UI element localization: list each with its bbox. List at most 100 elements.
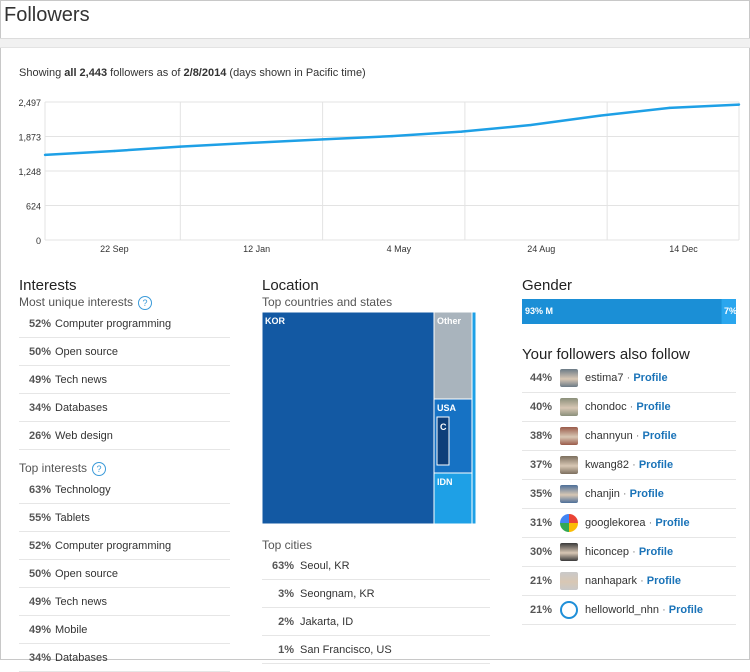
item-label: Open source (55, 346, 118, 358)
person-photo-icon[interactable] (560, 543, 578, 561)
separator-dot: · (629, 401, 634, 413)
treemap-label-kor: KOR (265, 316, 286, 326)
help-icon[interactable]: ? (138, 295, 153, 310)
profile-link[interactable]: Profile (633, 372, 668, 384)
follow-username[interactable]: nanhapark (585, 575, 637, 587)
treemap-label-usa: USA (437, 403, 457, 413)
header-strip (0, 39, 750, 48)
person-photo-icon[interactable] (560, 572, 578, 590)
followers-summary: Showing all 2,443 followers as of 2/8/20… (19, 67, 366, 79)
treemap-cell-rest[interactable] (471, 312, 476, 524)
countries-treemap: KOR Other USA C IDN (262, 312, 476, 524)
follow-name-row: nanhapark · Profile (585, 575, 681, 587)
item-label: San Francisco, US (300, 644, 392, 656)
person-photo-icon[interactable] (560, 427, 578, 445)
help-icon[interactable]: ? (92, 461, 107, 476)
profile-link[interactable]: Profile (642, 430, 677, 442)
summary-prefix: Showing (19, 67, 65, 79)
follow-name-row: helloworld_nhn · Profile (585, 604, 703, 616)
follow-item: 21% nanhapark · Profile (522, 567, 736, 596)
summary-date: 2/8/2014 (183, 67, 227, 79)
item-label: Seongnam, KR (300, 588, 375, 600)
list-item: 52% Computer programming (19, 532, 230, 560)
follow-percent: 38% (529, 430, 552, 442)
follow-item: 44% estima7 · Profile (522, 364, 736, 393)
profile-link[interactable]: Profile (655, 517, 690, 529)
separator-dot: · (632, 546, 636, 558)
data-point (460, 130, 463, 133)
cities-title: Top cities (262, 538, 313, 552)
item-percent: 34% (28, 652, 51, 664)
item-percent: 49% (28, 596, 51, 608)
separator-dot: · (640, 575, 644, 587)
item-percent: 52% (28, 318, 51, 330)
item-percent: 2% (278, 616, 294, 628)
item-percent: 34% (28, 402, 51, 414)
gender-bar: 93% M 7% (522, 299, 737, 324)
also-follow-list: 44% estima7 · Profile 40% chondoc · Profile… (522, 364, 736, 625)
follow-username[interactable]: estima7 (585, 372, 624, 384)
y-tick-label: 0 (36, 236, 41, 246)
data-point (529, 123, 532, 127)
item-percent: 52% (28, 540, 51, 552)
treemap-cell-c[interactable] (436, 416, 450, 466)
item-percent: 50% (28, 568, 51, 580)
google-logo-icon[interactable] (560, 514, 578, 532)
x-tick-label: 4 May (387, 244, 412, 254)
follow-username[interactable]: googlekorea (585, 517, 646, 529)
follow-username[interactable]: hiconcep (585, 546, 630, 558)
list-item: 63% Technology (19, 476, 230, 504)
follow-username[interactable]: channyun (585, 430, 633, 442)
x-tick-label: 24 Aug (527, 244, 555, 254)
separator-dot: · (626, 372, 631, 384)
follow-name-row: channyun · Profile (585, 430, 677, 442)
profile-link[interactable]: Profile (646, 575, 682, 587)
data-point (321, 138, 324, 141)
person-photo-icon[interactable] (560, 369, 578, 387)
item-label: Tablets (55, 512, 90, 524)
follow-username[interactable]: helloworld_nhn (585, 604, 659, 616)
gender-female-segment: 7% (722, 299, 737, 324)
follow-username[interactable]: kwang82 (585, 459, 630, 471)
treemap-cell-kor[interactable] (262, 312, 435, 524)
item-percent: 63% (271, 560, 294, 572)
follow-name-row: chondoc · Profile (585, 401, 671, 413)
y-tick-label: 2,497 (18, 98, 41, 108)
follow-name-row: hiconcep · Profile (585, 546, 673, 558)
profile-link[interactable]: Profile (638, 459, 674, 471)
x-tick-label: 12 Jan (243, 244, 270, 254)
separator-dot: · (662, 604, 666, 616)
list-item: 3% Seongnam, KR (262, 580, 490, 608)
profile-link[interactable]: Profile (629, 488, 664, 500)
profile-link[interactable]: Profile (668, 604, 704, 616)
follow-username[interactable]: chanjin (585, 488, 620, 500)
item-label: Databases (55, 652, 108, 664)
profile-link[interactable]: Profile (636, 401, 671, 413)
list-item: 55% Tablets (19, 504, 230, 532)
follow-username[interactable]: chondoc (585, 401, 627, 413)
item-percent: 3% (278, 588, 294, 600)
followers-series-line (44, 103, 740, 157)
treemap-cell-idn[interactable] (433, 472, 473, 524)
profile-link[interactable]: Profile (638, 546, 674, 558)
list-item: 2% Jakarta, ID (262, 608, 490, 636)
person-photo-icon[interactable] (560, 456, 578, 474)
list-item: 50% Open source (19, 560, 230, 588)
list-item: 50% Open source (19, 338, 230, 366)
unique-interests-title: Most unique interests? (19, 295, 153, 310)
treemap-cell-other[interactable] (433, 312, 473, 400)
y-tick-label: 624 (26, 202, 41, 212)
data-point (390, 134, 394, 138)
separator-dot: · (635, 430, 640, 442)
helloworld-logo-icon[interactable] (560, 601, 578, 619)
data-point (599, 114, 602, 117)
followers-line-chart: 0 624 1,248 1,873 2,497 22 Sep 12 Jan 4 May 24 A… (18, 98, 741, 254)
page-title: Followers (4, 4, 90, 26)
landscape-photo-icon[interactable] (560, 398, 578, 416)
data-point (668, 106, 671, 110)
item-label: Seoul, KR (300, 560, 350, 572)
person-photo-icon[interactable] (560, 485, 578, 503)
item-label: Technology (55, 484, 111, 496)
item-label: Jakarta, ID (300, 616, 354, 628)
follow-item: 37% kwang82 · Profile (522, 451, 736, 480)
